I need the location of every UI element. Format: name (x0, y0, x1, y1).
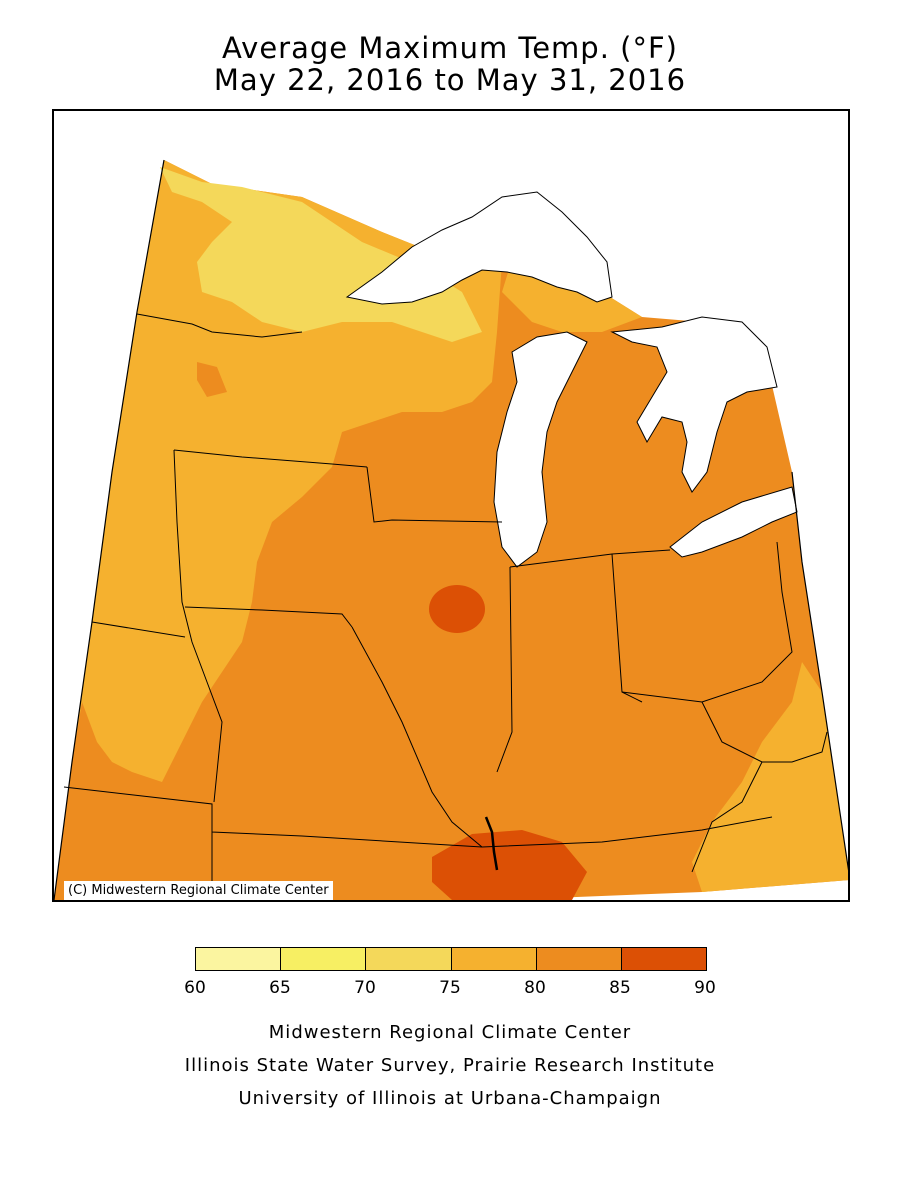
legend-tick: 80 (524, 978, 546, 998)
zone-85-90-south (432, 830, 587, 900)
legend-tick: 65 (269, 978, 291, 998)
legend-swatch-85-90 (621, 948, 707, 970)
color-legend (195, 947, 707, 971)
legend-tick: 85 (609, 978, 631, 998)
zone-80-85-minnesota-spot (197, 362, 227, 397)
state-borders (63, 313, 828, 900)
legend-tick: 75 (439, 978, 461, 998)
zone-85-90-illinois (429, 585, 485, 633)
legend-swatch-75-80 (451, 948, 537, 970)
map-panel: (C) Midwestern Regional Climate Center (52, 109, 850, 902)
legend-tick: 60 (184, 978, 206, 998)
map-credit: (C) Midwestern Regional Climate Center (64, 881, 333, 900)
legend-swatch-60-65 (196, 948, 282, 970)
lake-superior (345, 191, 613, 305)
temperature-map (54, 159, 848, 900)
lake-michigan (493, 331, 588, 568)
lake-erie (669, 486, 798, 558)
footer-university: University of Illinois at Urbana-Champai… (238, 1088, 662, 1109)
legend-swatch-70-75 (366, 948, 452, 970)
footer-survey: Illinois State Water Survey, Prairie Res… (184, 1055, 716, 1076)
zone-75-80-southeast (692, 662, 848, 892)
legend-tick: 70 (354, 978, 376, 998)
map-date-range: May 22, 2016 to May 31, 2016 (213, 63, 687, 97)
mississippi-river-detail (484, 816, 499, 871)
map-title: Average Maximum Temp. (°F) (222, 31, 678, 65)
lake-huron (610, 316, 778, 493)
domain-boundary (54, 159, 848, 900)
legend-swatch-65-70 (281, 948, 367, 970)
legend-tick: 90 (694, 978, 716, 998)
footer-organization: Midwestern Regional Climate Center (268, 1022, 632, 1043)
legend-swatch-80-85 (536, 948, 622, 970)
